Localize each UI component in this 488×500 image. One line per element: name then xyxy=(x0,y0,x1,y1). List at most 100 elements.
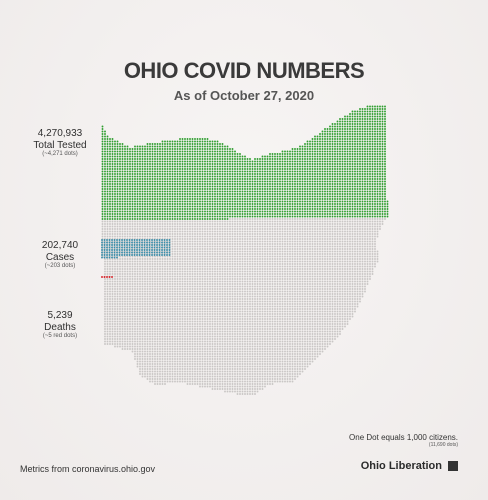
tested-dot xyxy=(326,183,329,185)
tested-dot xyxy=(286,193,289,195)
tested-dot xyxy=(101,125,104,128)
tested-dot xyxy=(111,175,114,178)
tested-dot xyxy=(244,165,246,168)
tested-dot xyxy=(274,153,276,155)
population-dot xyxy=(131,233,134,235)
tested-dot xyxy=(216,163,219,165)
tested-dot xyxy=(306,163,309,165)
tested-dot xyxy=(194,138,196,140)
tested-dot xyxy=(284,153,286,155)
tested-dot xyxy=(104,145,106,148)
tested-dot xyxy=(214,183,216,185)
population-dot xyxy=(354,243,356,245)
population-dot xyxy=(324,235,326,238)
tested-dot xyxy=(214,140,216,143)
tested-dot xyxy=(274,185,276,188)
tested-dot xyxy=(331,215,334,218)
tested-dot xyxy=(344,208,346,210)
tested-dot xyxy=(296,150,299,153)
tested-dot xyxy=(349,118,351,120)
population-dot xyxy=(261,238,264,240)
tested-dot xyxy=(201,138,204,140)
population-dot xyxy=(219,228,221,230)
tested-dot xyxy=(269,213,271,215)
tested-dot xyxy=(101,190,104,193)
tested-dot xyxy=(219,215,221,218)
tested-dot xyxy=(329,138,331,140)
tested-dot xyxy=(354,140,356,143)
population-dot xyxy=(189,240,191,243)
population-dot xyxy=(369,230,371,233)
tested-dot xyxy=(321,148,324,150)
tested-dot xyxy=(384,205,386,208)
tested-dot xyxy=(254,208,256,210)
tested-dot xyxy=(316,205,319,208)
tested-dot xyxy=(279,163,281,165)
tested-dot xyxy=(381,153,384,155)
tested-dot xyxy=(144,213,146,215)
tested-dot xyxy=(339,133,341,135)
tested-dot xyxy=(194,185,196,188)
tested-dot xyxy=(366,150,369,153)
tested-dot xyxy=(179,180,181,183)
tested-dot xyxy=(351,188,354,190)
tested-dot xyxy=(336,145,339,148)
tested-dot xyxy=(321,205,324,208)
tested-dot xyxy=(346,123,349,125)
tested-dot xyxy=(251,160,254,163)
tested-dot xyxy=(379,108,381,110)
tested-dot xyxy=(169,140,171,143)
tested-dot xyxy=(344,168,346,170)
population-dot xyxy=(371,233,374,235)
tested-dot xyxy=(114,180,116,183)
tested-dot xyxy=(166,143,169,145)
tested-dot xyxy=(376,190,379,193)
tested-dot xyxy=(161,195,164,198)
tested-dot xyxy=(109,150,111,153)
tested-dot xyxy=(169,150,171,153)
population-dot xyxy=(136,220,139,223)
population-dot xyxy=(194,220,196,223)
tested-dot xyxy=(241,155,244,158)
population-dot xyxy=(321,233,324,235)
population-dot xyxy=(114,228,116,230)
population-dot xyxy=(309,235,311,238)
tested-dot xyxy=(216,208,219,210)
tested-dot xyxy=(136,163,139,165)
tested-dot xyxy=(211,178,214,180)
tested-dot xyxy=(301,203,304,205)
tested-dot xyxy=(251,163,254,165)
tested-dot xyxy=(294,188,296,190)
population-dot xyxy=(289,240,291,243)
tested-dot xyxy=(106,200,109,203)
tested-dot xyxy=(384,158,386,160)
population-dot xyxy=(361,233,364,235)
population-dot xyxy=(114,223,116,225)
tested-dot xyxy=(154,155,156,158)
tested-dot xyxy=(119,160,121,163)
population-dot xyxy=(149,225,151,228)
chart-subtitle: As of October 27, 2020 xyxy=(173,88,315,103)
population-dot xyxy=(104,223,106,225)
tested-dot xyxy=(366,168,369,170)
tested-dot xyxy=(384,165,386,168)
tested-dot xyxy=(291,170,294,173)
tested-dot xyxy=(324,153,326,155)
population-dot xyxy=(349,225,351,228)
tested-dot xyxy=(106,183,109,185)
tested-dot xyxy=(164,215,166,218)
tested-dot xyxy=(324,208,326,210)
population-dot xyxy=(189,225,191,228)
tested-dot xyxy=(161,160,164,163)
tested-dot xyxy=(104,183,106,185)
tested-dot xyxy=(229,158,231,160)
population-dot xyxy=(194,228,196,230)
tested-dot xyxy=(361,155,364,158)
population-dot xyxy=(294,230,296,233)
tested-dot xyxy=(164,173,166,175)
tested-dot xyxy=(226,155,229,158)
tested-dot xyxy=(199,205,201,208)
tested-dot xyxy=(349,193,351,195)
tested-dot xyxy=(109,163,111,165)
tested-dot xyxy=(371,143,374,145)
